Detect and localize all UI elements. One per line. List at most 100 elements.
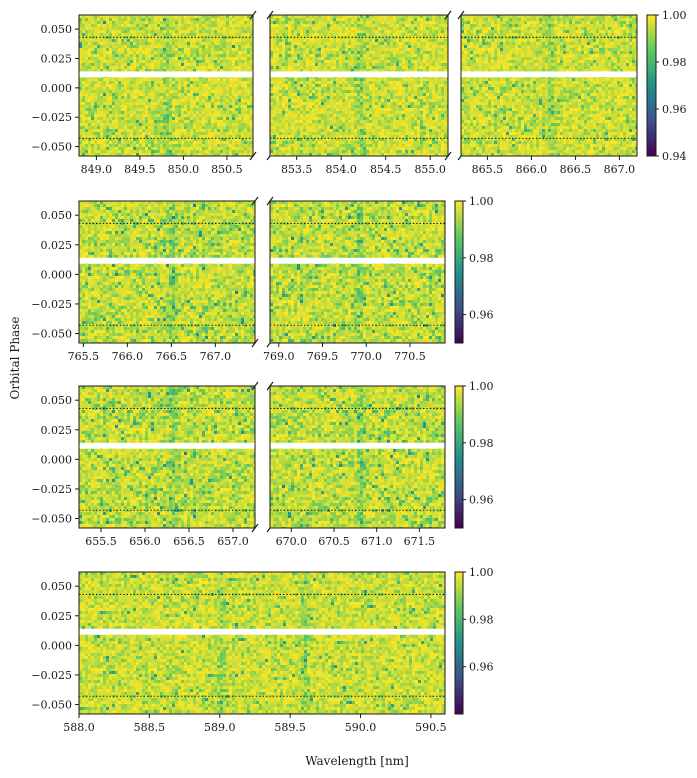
- row-3: 655.5 656.0 656.5 657.0 0.050 0.025 0.000 −0.02…: [31, 380, 493, 548]
- y-tick-label: −0.025: [31, 483, 72, 496]
- x-tick-label: 671.5: [404, 535, 436, 548]
- colorbar-tick-label: 1.00: [662, 9, 687, 22]
- x-tick-label: 769.5: [307, 350, 339, 363]
- panel-4-1: 588.0 588.5 589.0 589.5 590.0 590.5 0.050 0.025…: [31, 571, 447, 734]
- x-tick-label: 590.5: [415, 721, 447, 734]
- x-tick-label: 767.0: [200, 350, 232, 363]
- panel-3-1: 655.5 656.0 656.5 657.0 0.050 0.025 0.000 −0.02…: [31, 381, 274, 548]
- x-tick-label: 866.0: [516, 163, 548, 176]
- x-tick-label: 766.0: [112, 350, 144, 363]
- x-tick-label: 770.0: [351, 350, 383, 363]
- colorbar-gradient: [647, 15, 656, 156]
- panel-1-3: 865.5 866.0 866.5 867.0: [460, 14, 638, 176]
- x-tick-label: 769.0: [263, 350, 295, 363]
- phase-gap: [79, 257, 255, 264]
- phase-gap: [79, 71, 253, 78]
- colorbar-tick-label: 0.96: [662, 103, 687, 116]
- panel-frame: [78, 200, 256, 344]
- x-tick-label: 853.5: [281, 163, 313, 176]
- phase-gap: [79, 628, 445, 635]
- colorbar-gradient: [455, 201, 463, 343]
- phase-gap: [270, 257, 445, 264]
- heatmap-cells: [79, 572, 445, 714]
- y-tick-label: 0.000: [41, 453, 73, 466]
- x-tick-label: 770.5: [394, 350, 426, 363]
- row-2: 765.5 766.0 766.5 767.0 0.050 0.025 0.000 −0.02…: [31, 195, 493, 363]
- phase-gap: [461, 71, 637, 78]
- colorbar-gradient: [455, 386, 463, 528]
- y-axis-title: Orbital Phase: [8, 317, 22, 400]
- x-tick-label: 670.5: [318, 535, 350, 548]
- y-tick-label: 0.050: [41, 23, 73, 36]
- x-tick-label: 588.0: [63, 721, 95, 734]
- heatmap-cells: [79, 15, 253, 156]
- x-tick-label: 854.5: [370, 163, 402, 176]
- colorbar-tick-label: 0.98: [662, 56, 687, 69]
- x-tick-label: 849.5: [124, 163, 156, 176]
- y-tick-label: 0.000: [41, 82, 73, 95]
- y-tick-label: −0.050: [31, 141, 72, 154]
- heatmap-cells: [79, 201, 255, 343]
- colorbar-gradient: [455, 572, 463, 714]
- y-tick-label: 0.050: [41, 580, 73, 593]
- y-tick-label: 0.025: [41, 424, 73, 437]
- colorbar-tick-label: 1.00: [469, 380, 494, 393]
- x-tick-label: 670.0: [276, 535, 308, 548]
- x-tick-label: 850.0: [168, 163, 200, 176]
- axis-break-mark: [251, 196, 259, 206]
- row-4: 588.0 588.5 589.0 589.5 590.0 590.5 0.050 0.025…: [31, 566, 493, 734]
- y-tick-label: 0.050: [41, 394, 73, 407]
- panel-1-1: 849.0 849.5 850.0 850.5 0.050 0.025 0.000 −0.02…: [31, 10, 274, 176]
- x-tick-label: 765.5: [68, 350, 100, 363]
- colorbar-tick-label: 0.96: [469, 494, 494, 507]
- panel-1-2: 853.5 854.0 854.5 855.0: [269, 10, 465, 176]
- panel-2-2: 769.0 769.5 770.0 770.5: [263, 200, 446, 363]
- y-tick-label: 0.000: [41, 639, 73, 652]
- colorbar-tick-label: 1.00: [469, 195, 494, 208]
- y-tick-label: −0.050: [31, 328, 72, 341]
- y-tick-label: 0.000: [41, 268, 73, 281]
- y-tick-label: −0.050: [31, 699, 72, 712]
- y-tick-label: 0.050: [41, 209, 73, 222]
- x-tick-label: 867.0: [604, 163, 636, 176]
- axis-break-mark: [251, 381, 259, 391]
- axis-break-mark: [251, 523, 259, 533]
- colorbar-tick-label: 0.96: [469, 661, 494, 674]
- panel-frame: [269, 200, 446, 344]
- panel-frame: [269, 14, 449, 157]
- x-tick-label: 657.0: [217, 535, 249, 548]
- panel-frame: [78, 571, 446, 715]
- phase-gap: [270, 442, 445, 449]
- phase-gap: [79, 442, 255, 449]
- y-tick-label: −0.050: [31, 513, 72, 526]
- x-tick-label: 656.0: [129, 535, 161, 548]
- axis-break-mark: [444, 10, 452, 20]
- colorbar-4: 0.96 0.98 1.00: [454, 566, 494, 715]
- x-tick-label: 589.0: [204, 721, 236, 734]
- colorbar-tick-label: 0.96: [469, 309, 494, 322]
- panel-2-1: 765.5 766.0 766.5 767.0 0.050 0.025 0.000 −0.02…: [31, 196, 274, 363]
- heatmap-cells: [270, 15, 448, 156]
- axis-break-mark: [251, 338, 259, 348]
- heatmap-cells: [461, 15, 637, 156]
- x-tick-label: 854.0: [325, 163, 357, 176]
- colorbar-tick-label: 0.94: [662, 150, 687, 163]
- heatmap-cells: [270, 201, 445, 343]
- colorbar-tick-label: 0.98: [469, 613, 494, 626]
- y-tick-label: 0.025: [41, 610, 73, 623]
- x-tick-label: 589.5: [274, 721, 306, 734]
- colorbar-tick-label: 1.00: [469, 566, 494, 579]
- panel-frame: [269, 385, 446, 529]
- panel-frame: [78, 14, 254, 157]
- x-tick-label: 850.5: [211, 163, 243, 176]
- row-1: 849.0 849.5 850.0 850.5 0.050 0.025 0.000 −0.02…: [31, 9, 686, 176]
- x-tick-label: 855.0: [414, 163, 446, 176]
- colorbar-2: 0.96 0.98 1.00: [454, 195, 494, 344]
- x-tick-label: 671.0: [361, 535, 393, 548]
- axis-break-mark: [249, 151, 257, 161]
- colorbar-3: 0.96 0.98 1.00: [454, 380, 494, 529]
- heatmap-cells: [270, 386, 445, 528]
- colorbar-tick-label: 0.98: [469, 252, 494, 265]
- x-tick-label: 590.0: [345, 721, 377, 734]
